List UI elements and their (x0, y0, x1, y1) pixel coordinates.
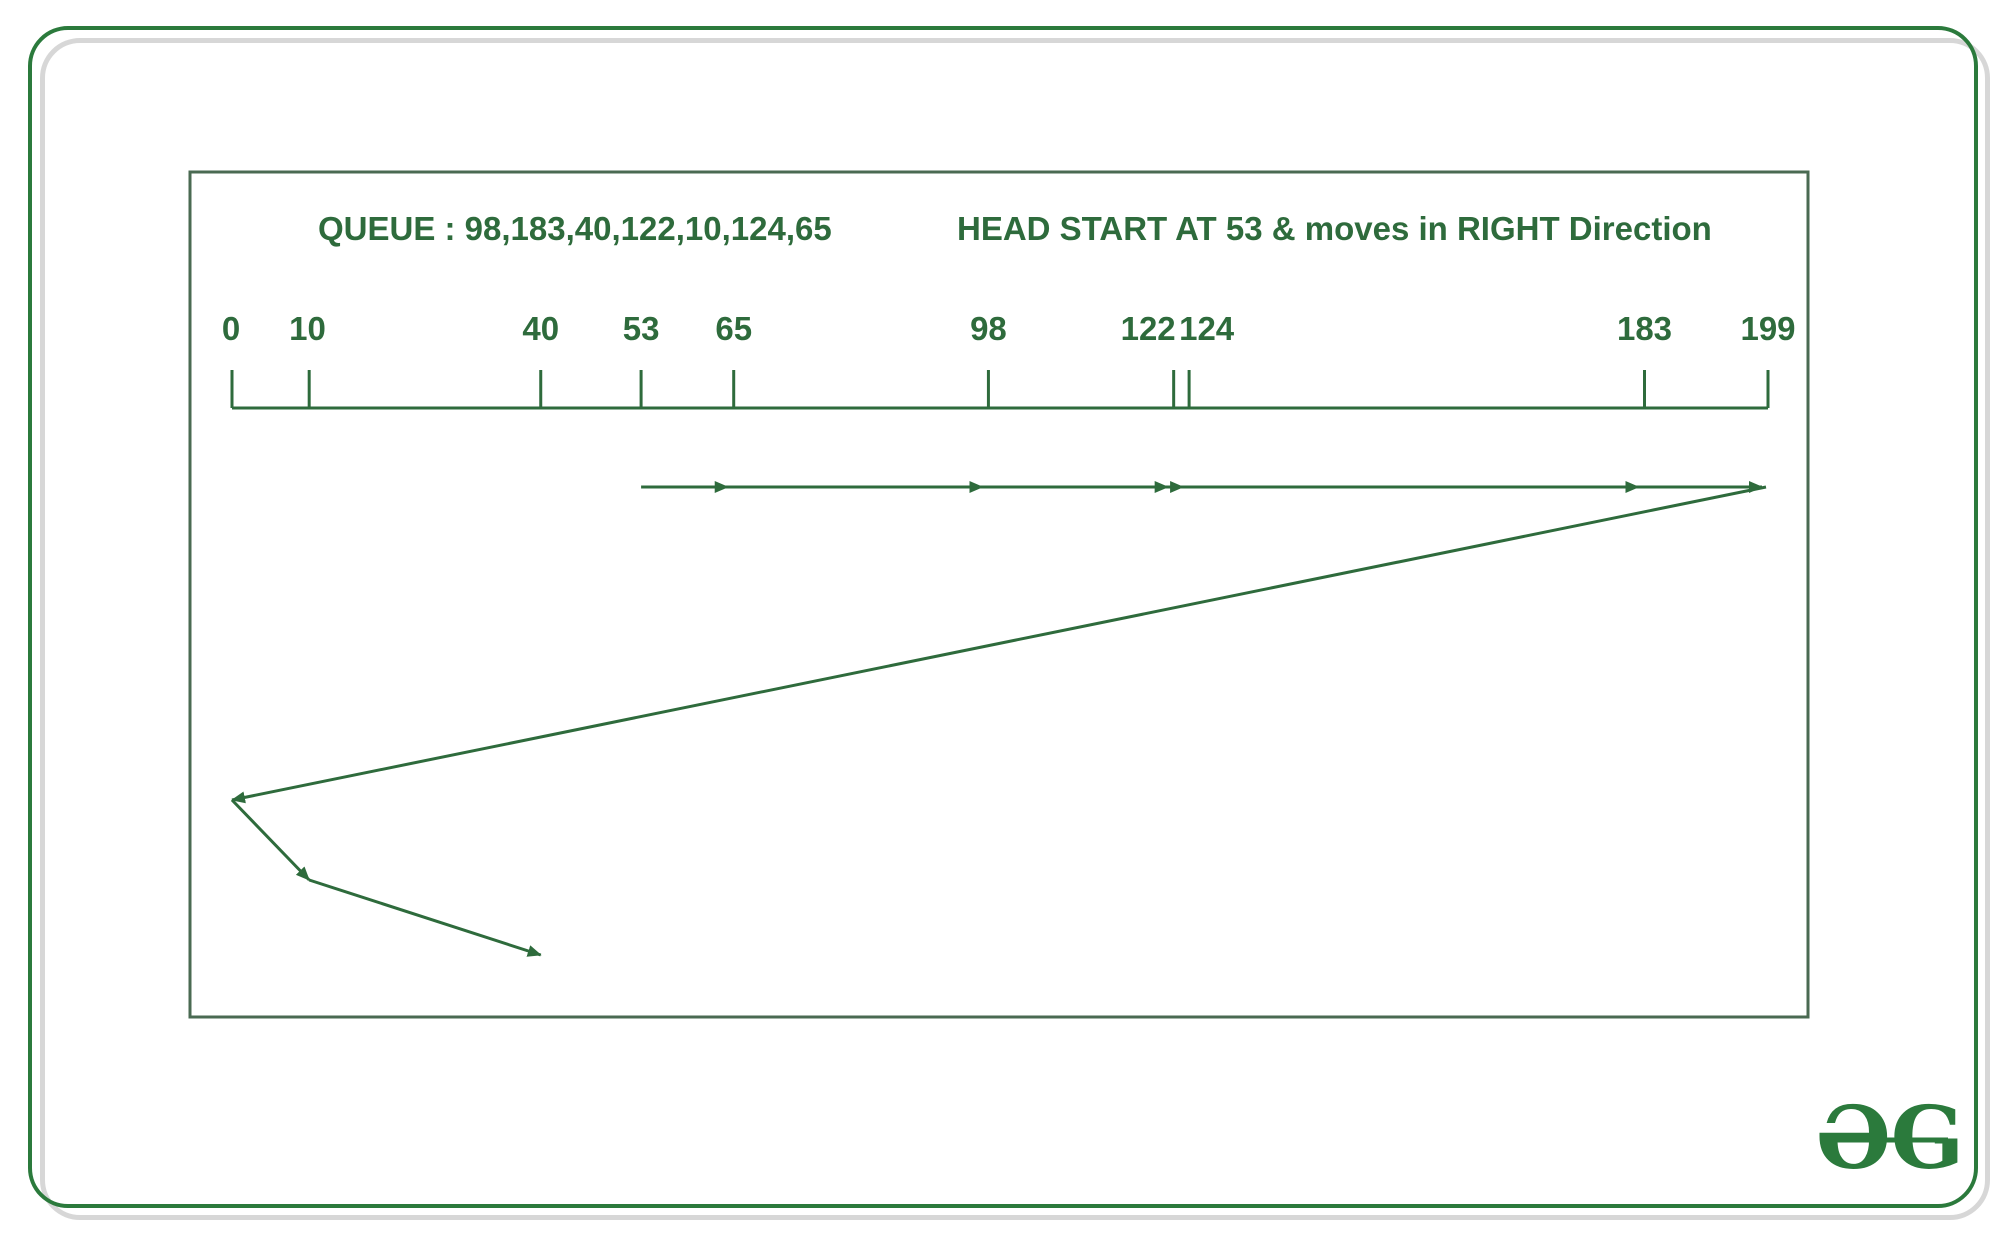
axis-tick-label: 122 (1121, 310, 1176, 347)
axis-tick-label: 0 (222, 310, 240, 347)
queue-label: QUEUE : 98,183,40,122,10,124,65 (318, 210, 832, 247)
card-shadow (40, 38, 1990, 1220)
axis-tick-label: 124 (1179, 310, 1235, 347)
axis-tick-label: 183 (1617, 310, 1672, 347)
head-move-arrow (231, 485, 1767, 804)
axis-tick-label: 40 (522, 310, 559, 347)
axis-tick-label: 98 (970, 310, 1007, 347)
axis-tick-label: 53 (623, 310, 660, 347)
head-path (230, 481, 1767, 957)
axis-tick-label: 199 (1740, 310, 1795, 347)
axis-tick-label: 10 (289, 310, 326, 347)
head-start-label: HEAD START AT 53 & moves in RIGHT Direct… (957, 210, 1712, 247)
head-move-arrow (308, 878, 542, 957)
card-border (28, 26, 1978, 1208)
axis-tick-label: 65 (715, 310, 752, 347)
diagram-frame (188, 170, 1810, 1019)
head-move-arrow (230, 798, 311, 882)
axis-ticks: 0 10 40 53 65 98 122 124 183 199 (222, 310, 1796, 408)
